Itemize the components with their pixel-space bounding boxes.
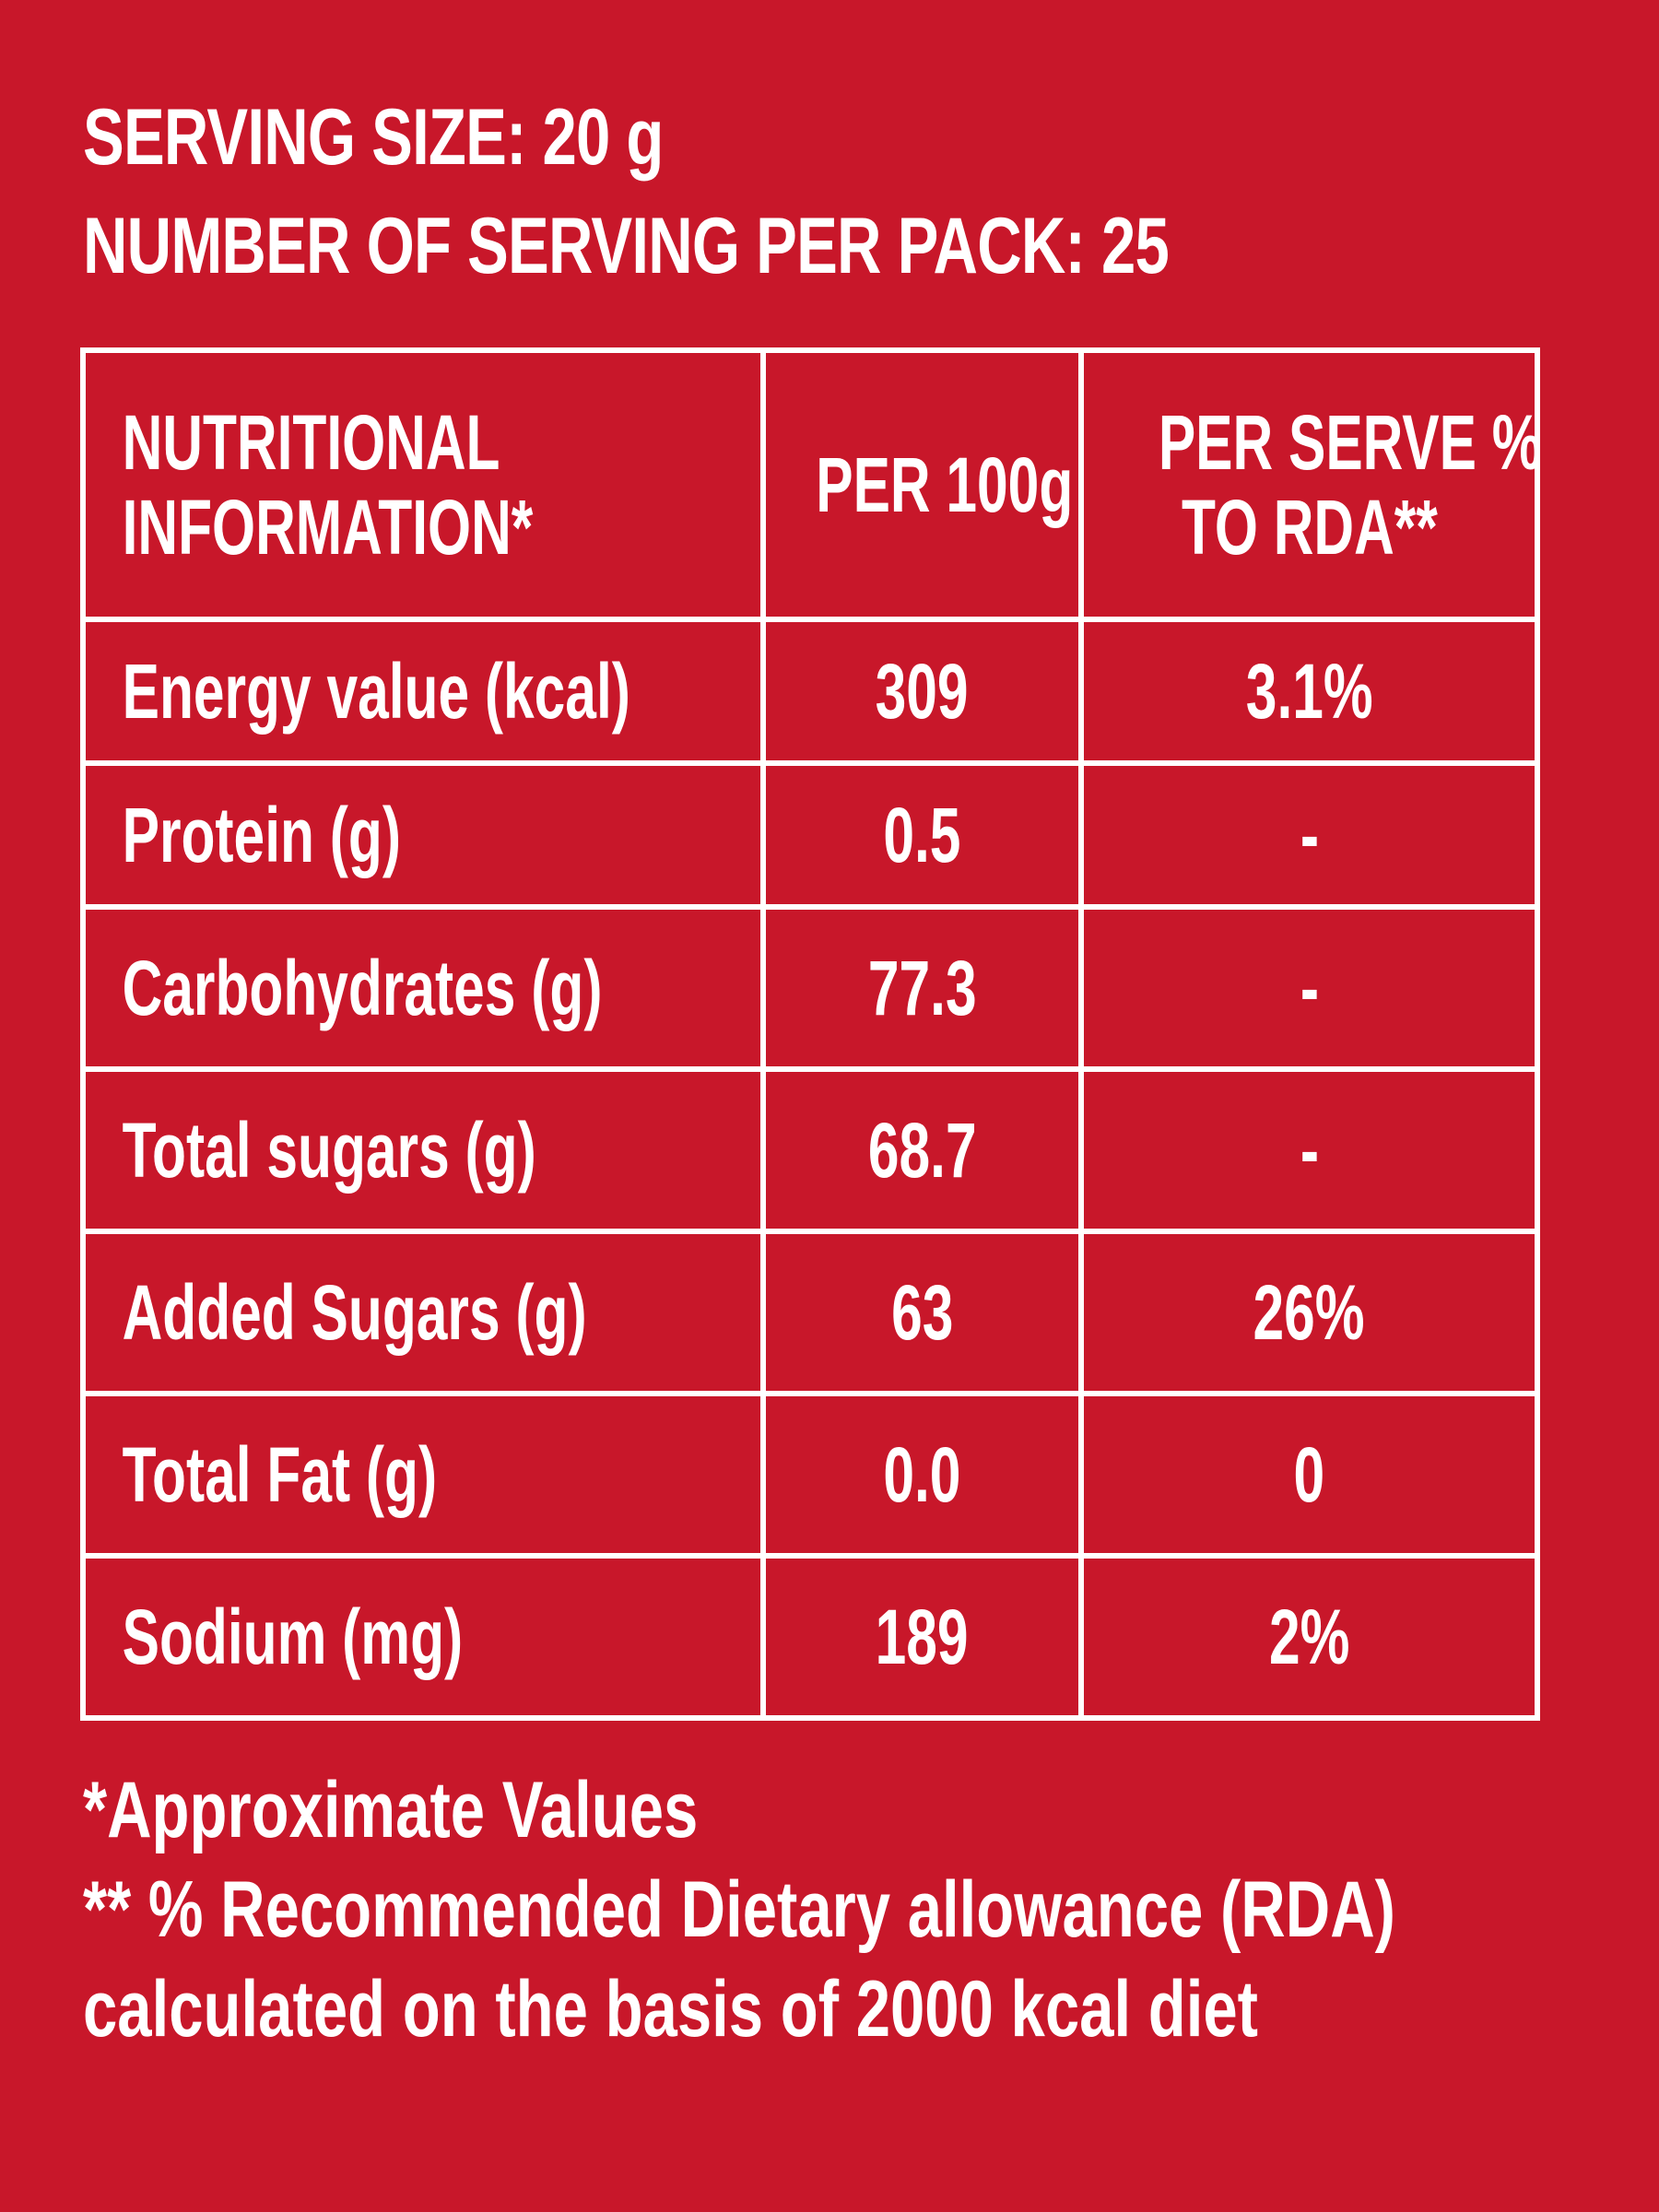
nutrient-name: Added Sugars (g) xyxy=(122,1269,587,1356)
nutrient-name: Total Fat (g) xyxy=(122,1431,438,1518)
nutrient-name: Carbohydrates (g) xyxy=(122,945,603,1031)
rda-cell: 3.1% xyxy=(1078,617,1540,766)
rda-value: 26% xyxy=(1253,1269,1366,1356)
nutrient-name: Energy value (kcal) xyxy=(122,648,630,735)
nutrient-name-cell: Energy value (kcal) xyxy=(80,617,766,766)
footnote-approximate: *Approximate Values xyxy=(83,1766,699,1854)
table-row: Sodium (mg) 189 2% xyxy=(80,1553,1540,1721)
per100-value: 68.7 xyxy=(867,1107,977,1194)
nutrition-table: NUTRITIONAL INFORMATION* PER 100g PER SE… xyxy=(80,347,1540,1721)
per100-value: 189 xyxy=(876,1594,969,1680)
footnotes: *Approximate Values ** % Recommended Die… xyxy=(83,1760,1613,2059)
nutrient-name: Sodium (mg) xyxy=(122,1594,464,1680)
rda-cell: 0 xyxy=(1078,1391,1540,1559)
rda-cell: - xyxy=(1078,904,1540,1072)
rda-value: 2% xyxy=(1268,1594,1350,1680)
header-rda-line1: PER SERVE % xyxy=(1158,399,1537,486)
per100-cell: 63 xyxy=(760,1229,1084,1396)
per100-cell: 309 xyxy=(760,617,1084,766)
per100-cell: 0.0 xyxy=(760,1391,1084,1559)
header-per-100g: PER 100g xyxy=(760,347,1084,622)
rda-cell: 26% xyxy=(1078,1229,1540,1396)
header-name-line1: NUTRITIONAL xyxy=(122,399,500,486)
table-row: Total sugars (g) 68.7 - xyxy=(80,1066,1540,1234)
per100-value: 0.0 xyxy=(883,1431,961,1518)
table-row: Carbohydrates (g) 77.3 - xyxy=(80,904,1540,1072)
nutrient-name-cell: Protein (g) xyxy=(80,760,766,910)
nutrient-name: Total sugars (g) xyxy=(122,1107,536,1194)
table-row: Total Fat (g) 0.0 0 xyxy=(80,1391,1540,1559)
rda-cell: 2% xyxy=(1078,1553,1540,1721)
per100-cell: 68.7 xyxy=(760,1066,1084,1234)
table-row: Protein (g) 0.5 - xyxy=(80,760,1540,910)
rda-value: - xyxy=(1300,945,1319,1031)
nutrient-name-cell: Added Sugars (g) xyxy=(80,1229,766,1396)
header-name-line2: INFORMATION* xyxy=(122,484,534,571)
rda-cell: - xyxy=(1078,1066,1540,1234)
per100-value: 63 xyxy=(890,1269,954,1356)
per100-cell: 77.3 xyxy=(760,904,1084,1072)
table-row: Energy value (kcal) 309 3.1% xyxy=(80,617,1540,766)
serving-size: SERVING SIZE: 20 g xyxy=(83,93,664,182)
rda-cell: - xyxy=(1078,760,1540,910)
per100-value: 77.3 xyxy=(867,945,977,1031)
serving-info: SERVING SIZE: 20 g NUMBER OF SERVING PER… xyxy=(83,83,1576,300)
header-nutritional-information: NUTRITIONAL INFORMATION* xyxy=(80,347,766,622)
per100-value: 0.5 xyxy=(883,792,961,878)
table-row: Added Sugars (g) 63 26% xyxy=(80,1229,1540,1396)
nutrient-name-cell: Total sugars (g) xyxy=(80,1066,766,1234)
table-header-row: NUTRITIONAL INFORMATION* PER 100g PER SE… xyxy=(80,347,1540,622)
per100-cell: 0.5 xyxy=(760,760,1084,910)
rda-value: 3.1% xyxy=(1245,648,1373,735)
header-per-serve-rda: PER SERVE % TO RDA** xyxy=(1078,347,1540,622)
rda-value: 0 xyxy=(1293,1431,1325,1518)
header-per100-label: PER 100g xyxy=(816,441,1074,528)
nutrient-name-cell: Sodium (mg) xyxy=(80,1553,766,1721)
nutrient-name: Protein (g) xyxy=(122,792,401,878)
rda-value: - xyxy=(1300,1107,1319,1194)
per100-cell: 189 xyxy=(760,1553,1084,1721)
per100-value: 309 xyxy=(876,648,969,735)
footnote-rda: ** % Recommended Dietary allowance (RDA) xyxy=(83,1865,1395,1954)
nutrient-name-cell: Carbohydrates (g) xyxy=(80,904,766,1072)
nutrient-name-cell: Total Fat (g) xyxy=(80,1391,766,1559)
footnote-basis: calculated on the basis of 2000 kcal die… xyxy=(83,1965,1259,2053)
servings-per-pack: NUMBER OF SERVING PER PACK: 25 xyxy=(83,202,1170,290)
rda-value: - xyxy=(1300,792,1319,878)
header-rda-line2: TO RDA** xyxy=(1181,484,1438,571)
